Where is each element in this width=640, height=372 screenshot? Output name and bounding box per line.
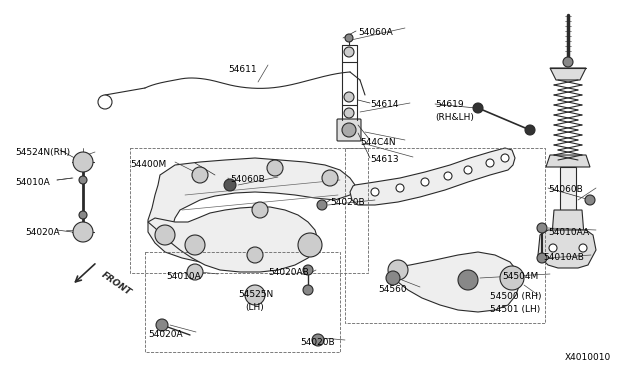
- Polygon shape: [550, 68, 586, 80]
- Circle shape: [344, 108, 354, 118]
- Text: 54020A: 54020A: [25, 228, 60, 237]
- Circle shape: [396, 184, 404, 192]
- Text: 54020B: 54020B: [300, 338, 335, 347]
- Text: X4010010: X4010010: [565, 353, 611, 362]
- Text: 54611: 54611: [228, 65, 257, 74]
- Bar: [145, 252, 340, 352]
- Circle shape: [192, 167, 208, 183]
- Circle shape: [98, 95, 112, 109]
- Text: (RH&LH): (RH&LH): [435, 113, 474, 122]
- Text: 54560: 54560: [378, 285, 406, 294]
- Circle shape: [525, 125, 535, 135]
- Polygon shape: [350, 148, 515, 205]
- Circle shape: [537, 253, 547, 263]
- Circle shape: [187, 264, 203, 280]
- Circle shape: [500, 266, 524, 290]
- Circle shape: [317, 200, 327, 210]
- Text: 54500 (RH): 54500 (RH): [490, 292, 541, 301]
- Circle shape: [585, 195, 595, 205]
- Circle shape: [371, 188, 379, 196]
- FancyBboxPatch shape: [337, 119, 361, 141]
- Text: 54525N: 54525N: [238, 290, 273, 299]
- Bar: [130, 148, 368, 273]
- Circle shape: [73, 152, 93, 172]
- Circle shape: [444, 172, 452, 180]
- Text: 54619: 54619: [435, 100, 463, 109]
- Circle shape: [267, 160, 283, 176]
- Circle shape: [73, 222, 93, 242]
- Circle shape: [344, 47, 354, 57]
- Circle shape: [303, 265, 313, 275]
- Text: 54020B: 54020B: [330, 198, 365, 207]
- Circle shape: [501, 154, 509, 162]
- Circle shape: [537, 223, 547, 233]
- Polygon shape: [148, 158, 355, 268]
- Polygon shape: [560, 167, 576, 220]
- Circle shape: [322, 170, 338, 186]
- Text: 54010AB: 54010AB: [543, 253, 584, 262]
- Text: 54060A: 54060A: [358, 28, 393, 37]
- Text: 54613: 54613: [370, 155, 399, 164]
- Circle shape: [386, 271, 400, 285]
- Circle shape: [312, 334, 324, 346]
- Polygon shape: [546, 155, 590, 167]
- Text: 54010A: 54010A: [166, 272, 201, 281]
- Circle shape: [224, 179, 236, 191]
- Circle shape: [464, 166, 472, 174]
- Circle shape: [247, 247, 263, 263]
- Circle shape: [473, 103, 483, 113]
- Text: 54524N(RH): 54524N(RH): [15, 148, 70, 157]
- Circle shape: [303, 285, 313, 295]
- Text: 54060B: 54060B: [230, 175, 265, 184]
- Text: FRONT: FRONT: [100, 270, 133, 297]
- Circle shape: [156, 319, 168, 331]
- Text: 54020AB: 54020AB: [268, 268, 308, 277]
- Text: 54614: 54614: [370, 100, 399, 109]
- Circle shape: [458, 270, 478, 290]
- Circle shape: [79, 211, 87, 219]
- Text: 54010A: 54010A: [15, 178, 50, 187]
- Circle shape: [342, 123, 356, 137]
- Circle shape: [79, 176, 87, 184]
- Circle shape: [344, 92, 354, 102]
- Circle shape: [549, 244, 557, 252]
- Circle shape: [185, 235, 205, 255]
- Text: 54010AA: 54010AA: [548, 228, 589, 237]
- Polygon shape: [390, 252, 520, 312]
- Circle shape: [345, 34, 353, 42]
- Circle shape: [563, 57, 573, 67]
- Text: 54020A: 54020A: [148, 330, 182, 339]
- Polygon shape: [538, 230, 596, 268]
- Circle shape: [298, 233, 322, 257]
- Circle shape: [388, 260, 408, 280]
- Polygon shape: [148, 207, 318, 272]
- Circle shape: [421, 178, 429, 186]
- Bar: [345, 148, 545, 323]
- Text: 54504M: 54504M: [502, 272, 538, 281]
- Text: 54501 (LH): 54501 (LH): [490, 305, 540, 314]
- Text: 54400M: 54400M: [130, 160, 166, 169]
- Circle shape: [155, 225, 175, 245]
- Text: 544C4N: 544C4N: [360, 138, 396, 147]
- Circle shape: [252, 202, 268, 218]
- Circle shape: [486, 159, 494, 167]
- Polygon shape: [552, 210, 584, 235]
- Circle shape: [245, 285, 265, 305]
- Text: (LH): (LH): [245, 303, 264, 312]
- Circle shape: [579, 244, 587, 252]
- Text: 54060B: 54060B: [548, 185, 583, 194]
